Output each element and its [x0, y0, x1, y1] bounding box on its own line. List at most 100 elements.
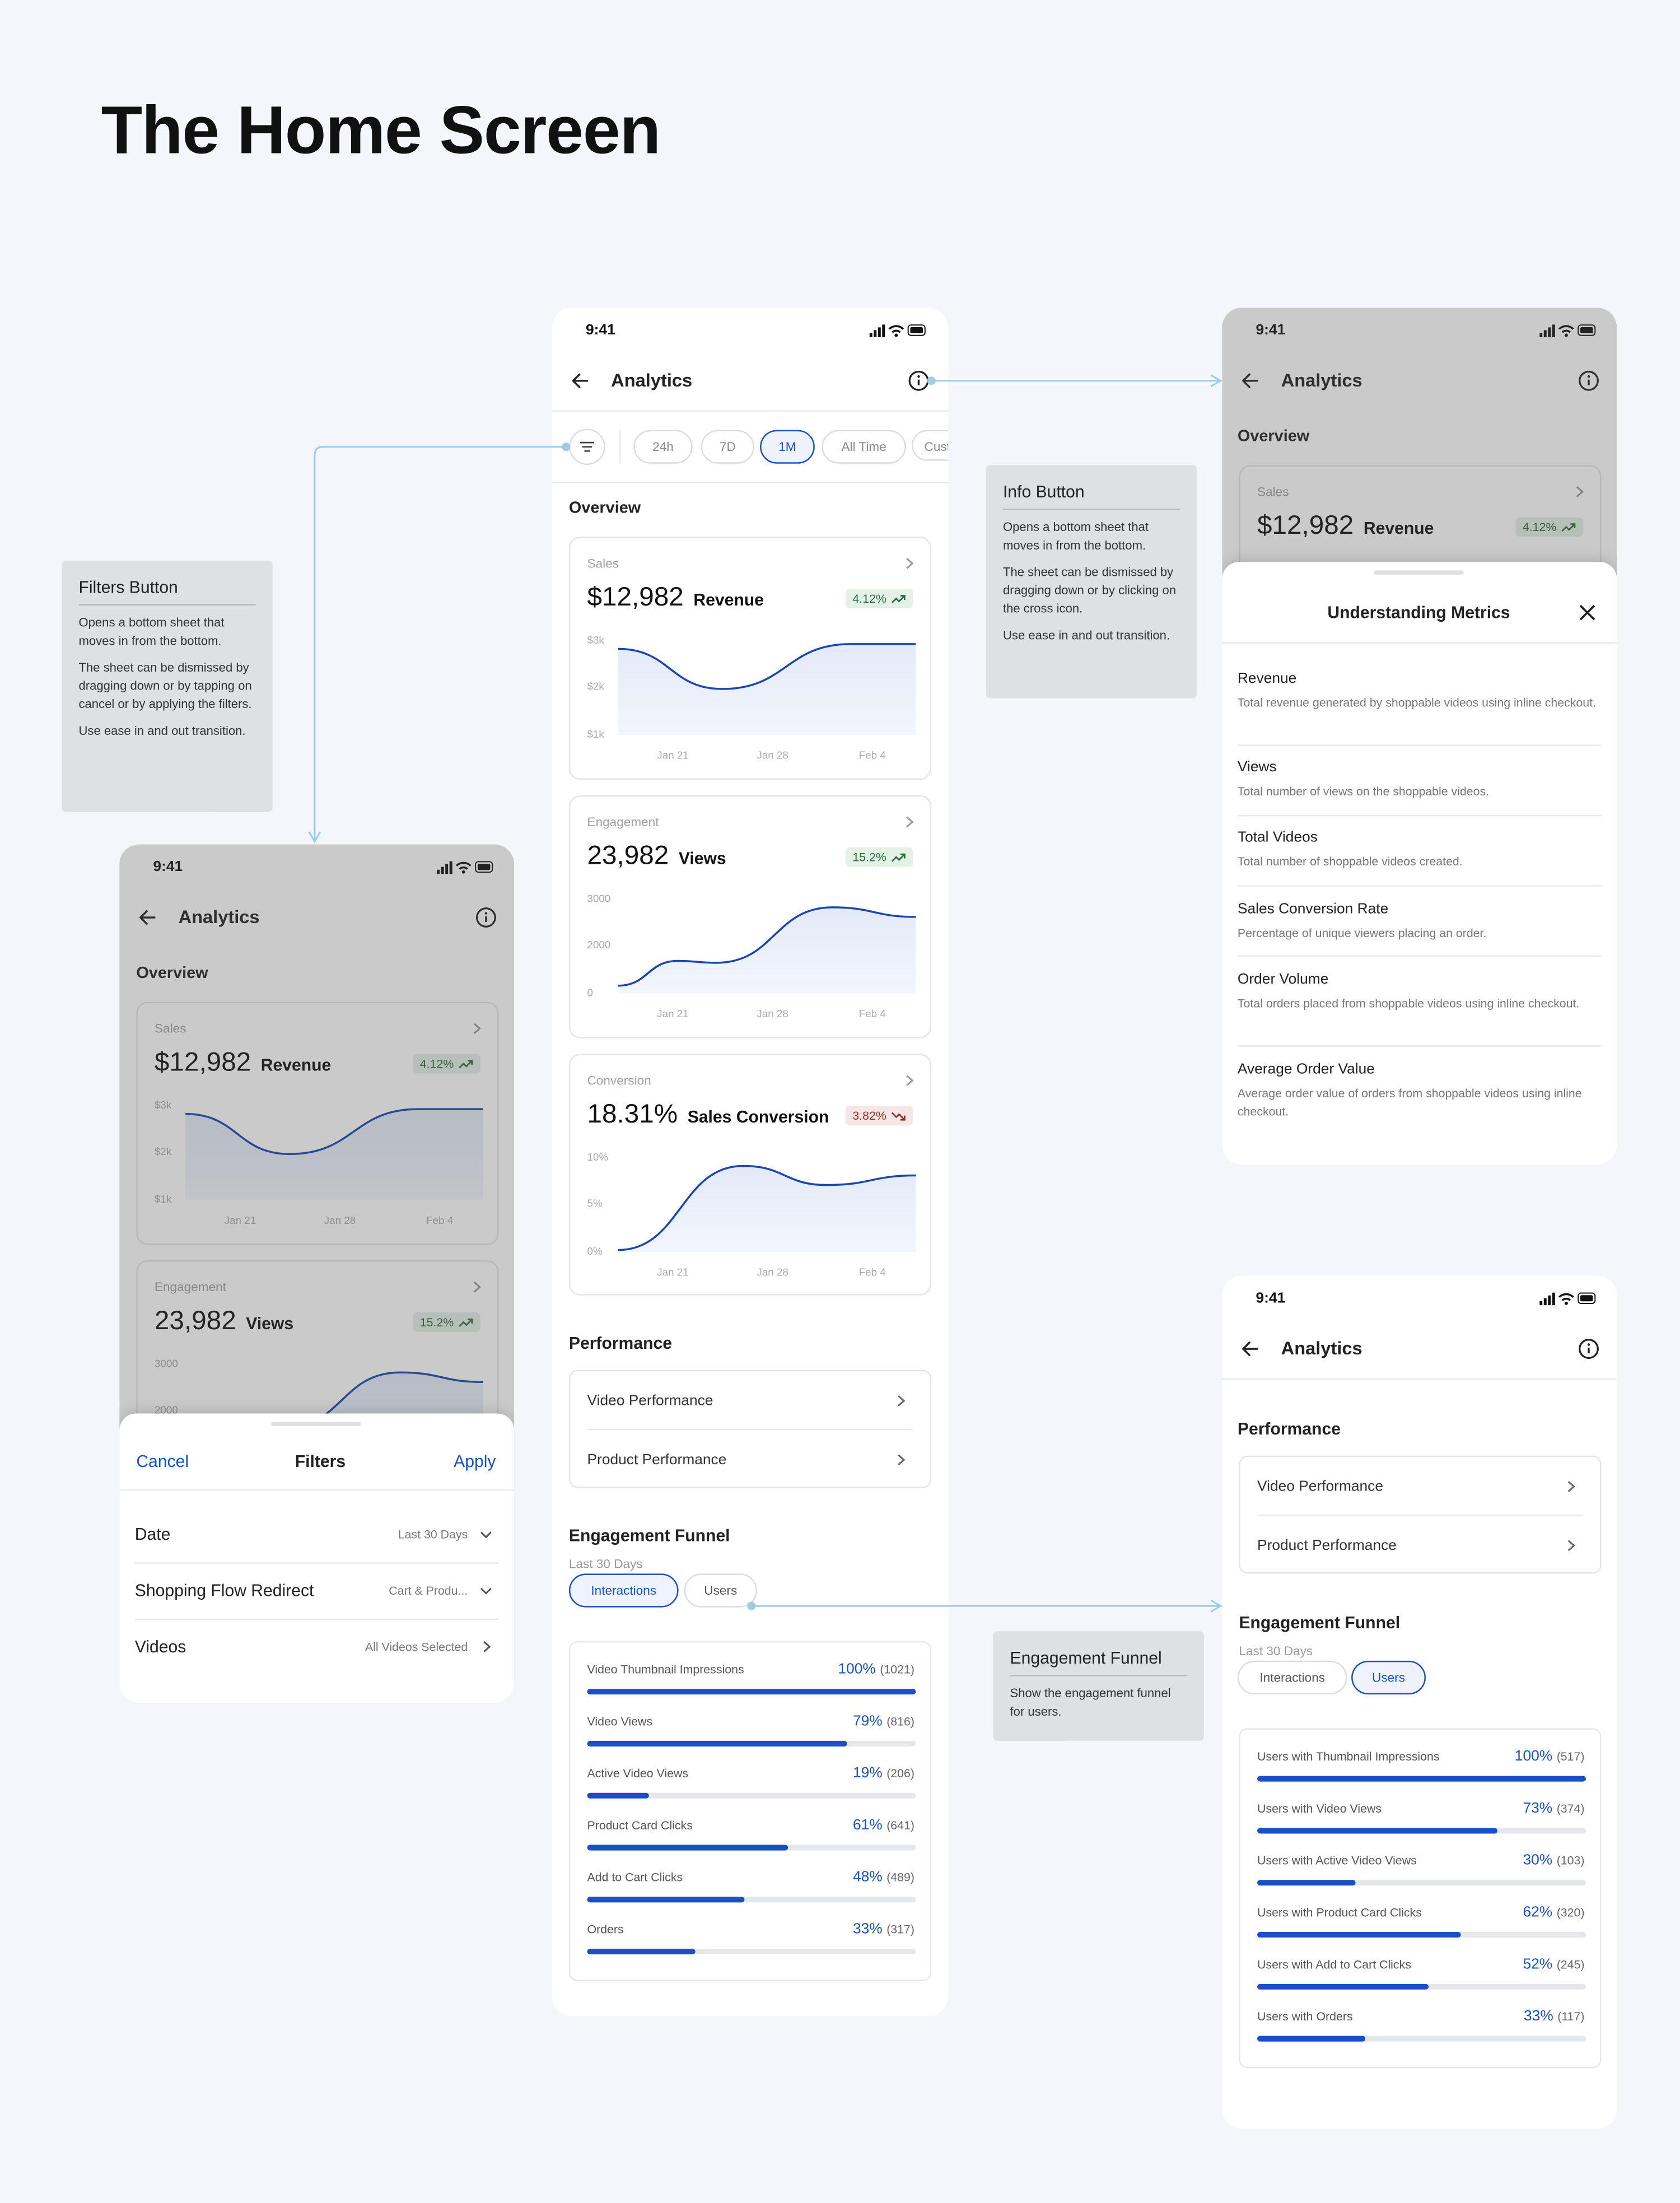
x-tick-label: Jan 21: [657, 748, 689, 761]
icon-part: [1539, 324, 1593, 338]
filter-chip[interactable]: Custom: [911, 430, 949, 461]
icon-part: [917, 375, 920, 378]
funnel-stat: 100% (1021): [838, 1661, 914, 1678]
icon-part: [475, 861, 493, 873]
metric-description: Percentage of unique viewers placing an …: [1237, 926, 1487, 940]
back-button[interactable]: [1239, 370, 1261, 392]
x-tick-label: Jan 21: [657, 1265, 689, 1278]
funnel-percent: 100%: [838, 1660, 876, 1678]
funnel-tab[interactable]: Users: [684, 1573, 758, 1608]
card-chevron[interactable]: [469, 1022, 483, 1036]
trend-icon: [1561, 522, 1576, 531]
phone-screen: 9:41 Analytics Overview Sales $12,982 Revenue…: [1222, 308, 1617, 1165]
section-title: Performance: [1237, 1418, 1341, 1439]
icon-part: [882, 324, 885, 338]
x-tick-label: Feb 4: [858, 1265, 886, 1278]
item-chevron: [1567, 1480, 1575, 1492]
card-chevron[interactable]: [902, 556, 916, 570]
phone-screen: 9:41 Analytics Performance Video Performanc…: [1222, 1275, 1617, 2129]
screen-title: Analytics: [1281, 1338, 1362, 1359]
funnel-stat: 33% (317): [853, 1921, 914, 1937]
info-button[interactable]: [475, 906, 497, 929]
metric-value: $12,982: [1257, 511, 1354, 541]
item-chevron: [1567, 1540, 1575, 1552]
section-title: Performance: [568, 1333, 672, 1353]
card-chevron[interactable]: [902, 815, 916, 829]
value-row: $12,982 Revenue: [155, 1048, 331, 1079]
icon-part: [1552, 324, 1555, 338]
sheet-title: Understanding Metrics: [1327, 602, 1510, 622]
card-chevron[interactable]: [469, 1280, 483, 1294]
divider: [1237, 814, 1602, 817]
divider: [78, 604, 256, 606]
funnel-percent: 33%: [1524, 2008, 1553, 2025]
funnel-tab[interactable]: Users: [1351, 1660, 1426, 1695]
annotation-paragraph: Use ease in and out transition.: [1002, 628, 1170, 642]
funnel-label: Users with Video Views: [1257, 1801, 1382, 1815]
funnel-count: (320): [1556, 1905, 1585, 1920]
filter-chip[interactable]: 7D: [701, 430, 755, 464]
info-button[interactable]: [907, 370, 930, 392]
sheet-handle: [1374, 570, 1464, 575]
change-value: 4.12%: [852, 591, 886, 606]
filter-button[interactable]: [569, 429, 605, 465]
icon-part: [1543, 1298, 1547, 1306]
back-button[interactable]: [569, 370, 591, 392]
icon-part: [1587, 375, 1590, 378]
icon-part: [484, 912, 488, 915]
page-title: The Home Screen: [101, 94, 661, 169]
filter-label[interactable]: Date: [134, 1524, 171, 1544]
y-tick-label: $2k: [154, 1145, 172, 1158]
icon-part: [185, 1109, 483, 1200]
metric-value: $12,982: [587, 583, 684, 613]
filter-label[interactable]: Shopping Flow Redirect: [134, 1580, 314, 1600]
icon-part: [618, 644, 916, 735]
card-label: Sales: [587, 556, 619, 570]
close-button[interactable]: [1576, 602, 1598, 624]
icon-part: [1539, 1292, 1593, 1306]
performance-item[interactable]: Video Performance: [1257, 1478, 1384, 1495]
performance-list: Video Performance Product Performance: [1239, 1455, 1602, 1574]
annotation-paragraph: Opens a bottom sheet that moves in from …: [1002, 520, 1149, 552]
performance-item[interactable]: Product Performance: [1257, 1536, 1397, 1554]
performance-item[interactable]: Video Performance: [587, 1392, 713, 1409]
apply-button[interactable]: Apply: [454, 1451, 496, 1471]
funnel-label: Add to Cart Clicks: [587, 1870, 683, 1884]
filter-value: Cart & Produ...: [389, 1583, 468, 1597]
sheet-handle: [271, 1422, 361, 1427]
funnel-stat: 62% (320): [1523, 1904, 1584, 1921]
icon-part: [1580, 327, 1593, 333]
cancel-button[interactable]: Cancel: [136, 1451, 189, 1471]
annotation-title: Engagement Funnel: [1010, 1647, 1162, 1668]
icon-part: [907, 324, 926, 336]
y-tick-label: 2000: [587, 938, 611, 952]
funnel-card: Users with Thumbnail Impressions 100% (517…: [1239, 1728, 1602, 2069]
funnel-tab[interactable]: Interactions: [568, 1573, 679, 1608]
card-chevron[interactable]: [1572, 485, 1586, 499]
y-tick-label: $1k: [154, 1192, 172, 1205]
divider: [552, 482, 949, 483]
funnel-label: Users with Add to Cart Clicks: [1257, 1957, 1411, 1972]
performance-item[interactable]: Product Performance: [587, 1451, 727, 1468]
icon-part: [455, 861, 472, 870]
card-chevron[interactable]: [902, 1073, 916, 1087]
icon-part: [1242, 373, 1258, 388]
bar-fill: [587, 1845, 788, 1851]
filter-label[interactable]: Videos: [134, 1636, 186, 1656]
back-button[interactable]: [1239, 1338, 1261, 1360]
y-tick-label: 3000: [587, 891, 611, 905]
funnel-tab[interactable]: Interactions: [1237, 1660, 1347, 1695]
info-button[interactable]: [1578, 1338, 1600, 1360]
icon-part: [898, 1454, 906, 1466]
y-tick-label: 2000: [154, 1403, 178, 1417]
metric-card: Sales $12,982 Revenue 4.12% $3k $2k $1k Jan 21 J…: [136, 1002, 499, 1245]
back-button[interactable]: [136, 906, 158, 929]
filter-chip[interactable]: 24h: [633, 430, 693, 464]
value-row: 18.31% Sales Conversion: [587, 1100, 829, 1131]
icon-part: [1579, 370, 1599, 391]
icon-part: [869, 324, 923, 338]
filter-chip[interactable]: All Time: [822, 430, 906, 464]
filter-chip[interactable]: 1M: [760, 430, 815, 464]
info-button[interactable]: [1578, 370, 1600, 392]
